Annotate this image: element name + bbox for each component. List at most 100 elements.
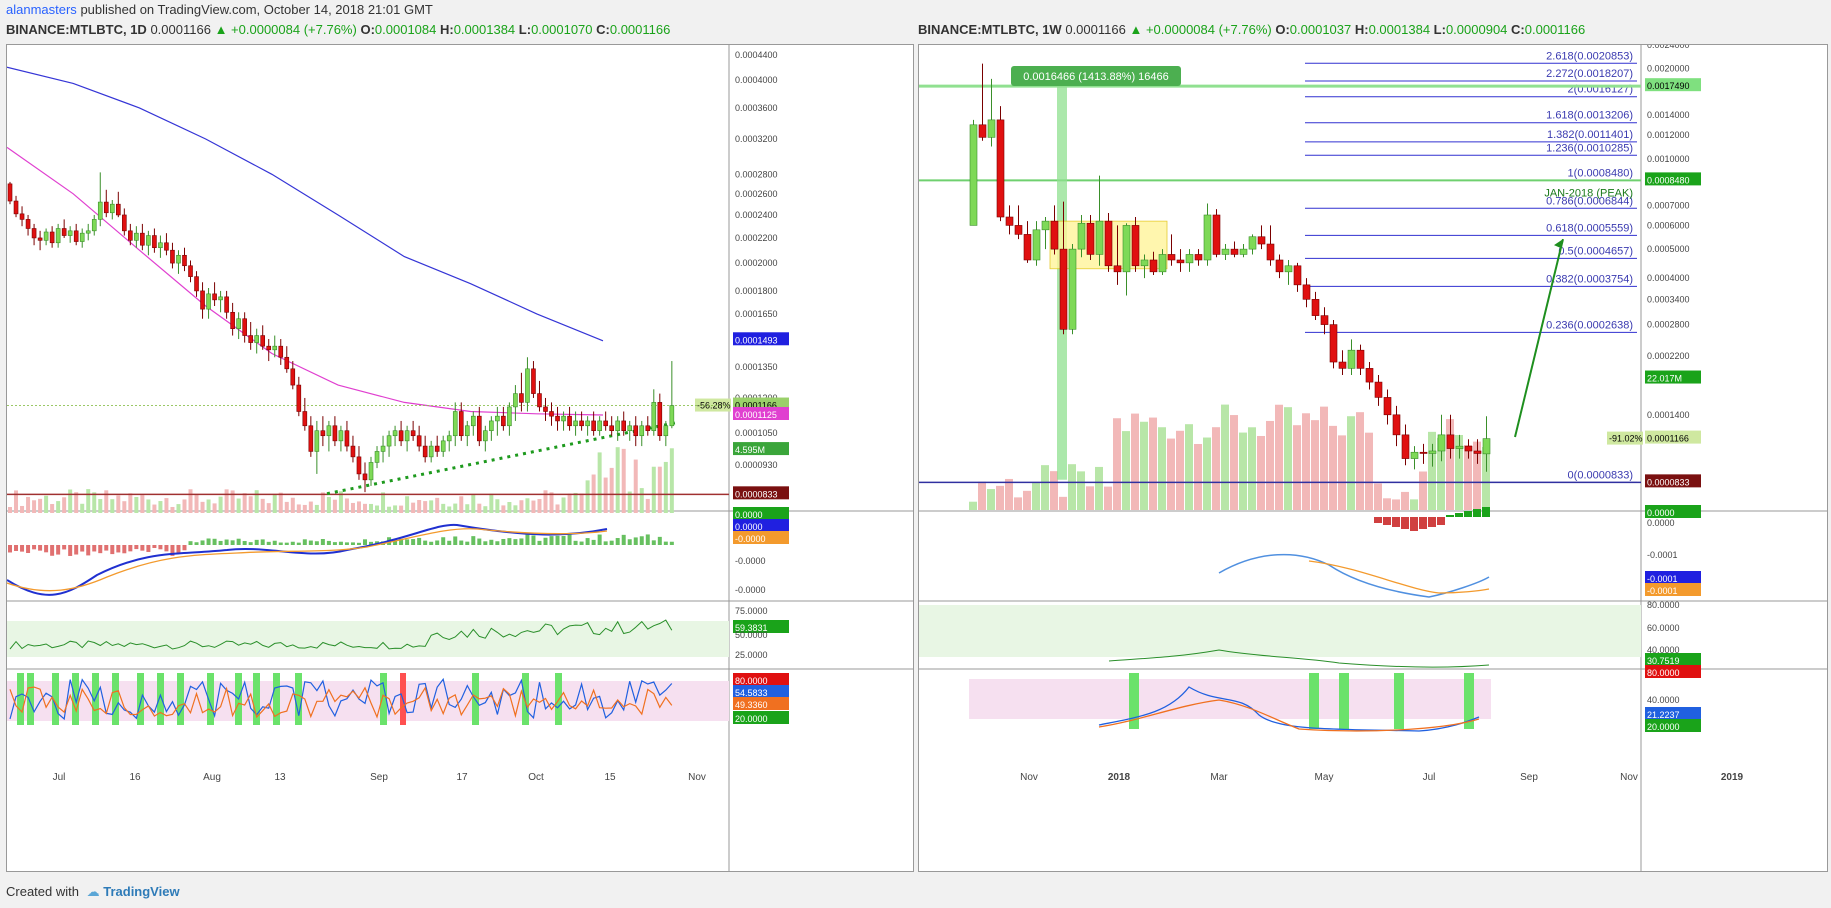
volume-bar <box>1302 413 1310 510</box>
stoch-k-line <box>1098 686 1480 732</box>
y-tick-label: 4.595M <box>735 445 765 455</box>
daily-candle <box>663 425 669 437</box>
weekly-candle <box>1113 265 1122 273</box>
y-tick-label-bg <box>733 486 789 500</box>
macd-bar <box>657 536 662 545</box>
daily-candle <box>242 318 247 336</box>
rsi-line <box>1108 649 1490 668</box>
volume-bar <box>1392 499 1400 510</box>
tradingview-brand[interactable]: TradingView <box>103 884 180 899</box>
daily-candle <box>344 430 350 447</box>
volume-bar <box>1212 427 1220 510</box>
daily-candle <box>446 435 452 442</box>
volume-bar <box>20 505 25 513</box>
daily-candle <box>452 411 458 437</box>
daily-candle <box>531 368 536 394</box>
volume-bar <box>1347 416 1355 510</box>
y-tick-label: 0.0000930 <box>735 460 778 470</box>
daily-candle <box>645 425 651 432</box>
right-chart-panel[interactable]: Nov 2018 Mar May Jul Sep Nov 2019 0.0024000 0.002… <box>918 40 1828 872</box>
volume-bar <box>573 492 578 513</box>
x-tick-label: 16 <box>129 772 141 783</box>
volume-bar <box>302 504 307 513</box>
volume-bar <box>978 481 986 510</box>
daily-candle <box>627 425 633 432</box>
weekly-candle <box>1320 315 1329 325</box>
left-legend: BINANCE:MTLBTC, 1D 0.0001166 ▲ +0.000008… <box>6 22 671 37</box>
weekly-candle <box>1131 225 1140 267</box>
daily-candle <box>392 430 398 437</box>
y-tick-label: 0.0003400 <box>1647 294 1690 304</box>
author-link[interactable]: alanmasters <box>6 2 77 17</box>
right-close: 0.0001166 <box>1524 22 1586 37</box>
macd-bar <box>170 545 175 556</box>
measure-label-bg <box>1011 66 1181 86</box>
left-change: ▲ +0.0000084 (+7.76%) <box>214 22 357 37</box>
volume-bar <box>969 501 977 510</box>
macd-axis-label: 0.0000 <box>735 522 763 532</box>
weekly-candle <box>1365 368 1374 383</box>
volume-bar <box>122 501 127 513</box>
daily-candle <box>37 237 43 241</box>
macd-bar <box>8 545 13 553</box>
y-tick-label: 0.0000833 <box>1647 477 1690 487</box>
macd-bar <box>248 542 253 545</box>
volume-bar <box>447 506 452 513</box>
x-tick-label: Jul <box>53 772 66 783</box>
y-tick-label: 0.0000833 <box>735 489 778 499</box>
volume-bar <box>393 505 398 513</box>
volume-bar <box>1239 432 1247 510</box>
macd-bar <box>1419 517 1427 529</box>
left-close: 0.0001166 <box>609 22 671 37</box>
macd-bar <box>188 541 193 545</box>
weekly-candle <box>1311 299 1320 316</box>
volume-bar <box>248 496 253 513</box>
weekly-chart[interactable]: Nov 2018 Mar May Jul Sep Nov 2019 0.0024000 0.002… <box>919 40 1827 871</box>
volume-bar <box>453 503 458 513</box>
volume-bar <box>1122 431 1130 510</box>
y-tick-label: 0.0002800 <box>1647 320 1690 330</box>
volume-bar <box>369 503 374 513</box>
daily-candle <box>284 356 290 370</box>
stoch-signal-bar <box>253 673 260 725</box>
volume-bar <box>308 501 313 513</box>
volume-bar <box>326 497 331 513</box>
weekly-candle <box>1356 349 1365 369</box>
volume-bar <box>1077 471 1085 510</box>
volume-bar <box>633 459 638 513</box>
y-tick-label-bg <box>733 442 789 456</box>
weekly-candle <box>1410 451 1419 459</box>
target-arrow <box>1514 238 1564 438</box>
daily-candle <box>573 420 578 427</box>
y-tick-label: 0.0024000 <box>1647 45 1690 50</box>
macd-bar <box>296 542 301 545</box>
volume-bar <box>1293 425 1301 510</box>
volume-bar <box>471 494 476 513</box>
stoch-signal-bar <box>157 673 164 725</box>
daily-chart[interactable]: Jul 16 Aug 13 Sep 17 Oct 15 Nov 0.0004400 0.000400… <box>6 45 913 871</box>
weekly-candle <box>1167 254 1176 261</box>
volume-bar <box>507 502 512 513</box>
stoch-axis-label-bg <box>1645 707 1701 720</box>
volume-bar <box>212 503 217 513</box>
macd-axis-label: -0.0000 <box>735 534 766 544</box>
macd-bar <box>230 540 235 545</box>
volume-bar <box>405 496 410 513</box>
stoch-k-line <box>9 677 673 721</box>
volume-bar <box>314 504 319 513</box>
volume-bar <box>417 500 422 513</box>
daily-candle <box>495 415 500 422</box>
left-chart-panel[interactable]: Jul 16 Aug 13 Sep 17 Oct 15 Nov 0.0004400 0.000400… <box>6 44 914 872</box>
volume-bar <box>663 461 668 513</box>
weekly-candle <box>1059 248 1068 330</box>
x-tick-label: Oct <box>528 772 544 783</box>
daily-candle <box>567 415 572 427</box>
volume-bar <box>68 489 73 513</box>
volume-bar <box>254 490 259 513</box>
daily-candle <box>230 311 235 329</box>
volume-bar <box>609 467 614 513</box>
y-tick-label-bg <box>1645 430 1701 444</box>
daily-candle <box>73 230 79 242</box>
macd-bar <box>122 545 127 554</box>
volume-bar <box>489 493 494 513</box>
